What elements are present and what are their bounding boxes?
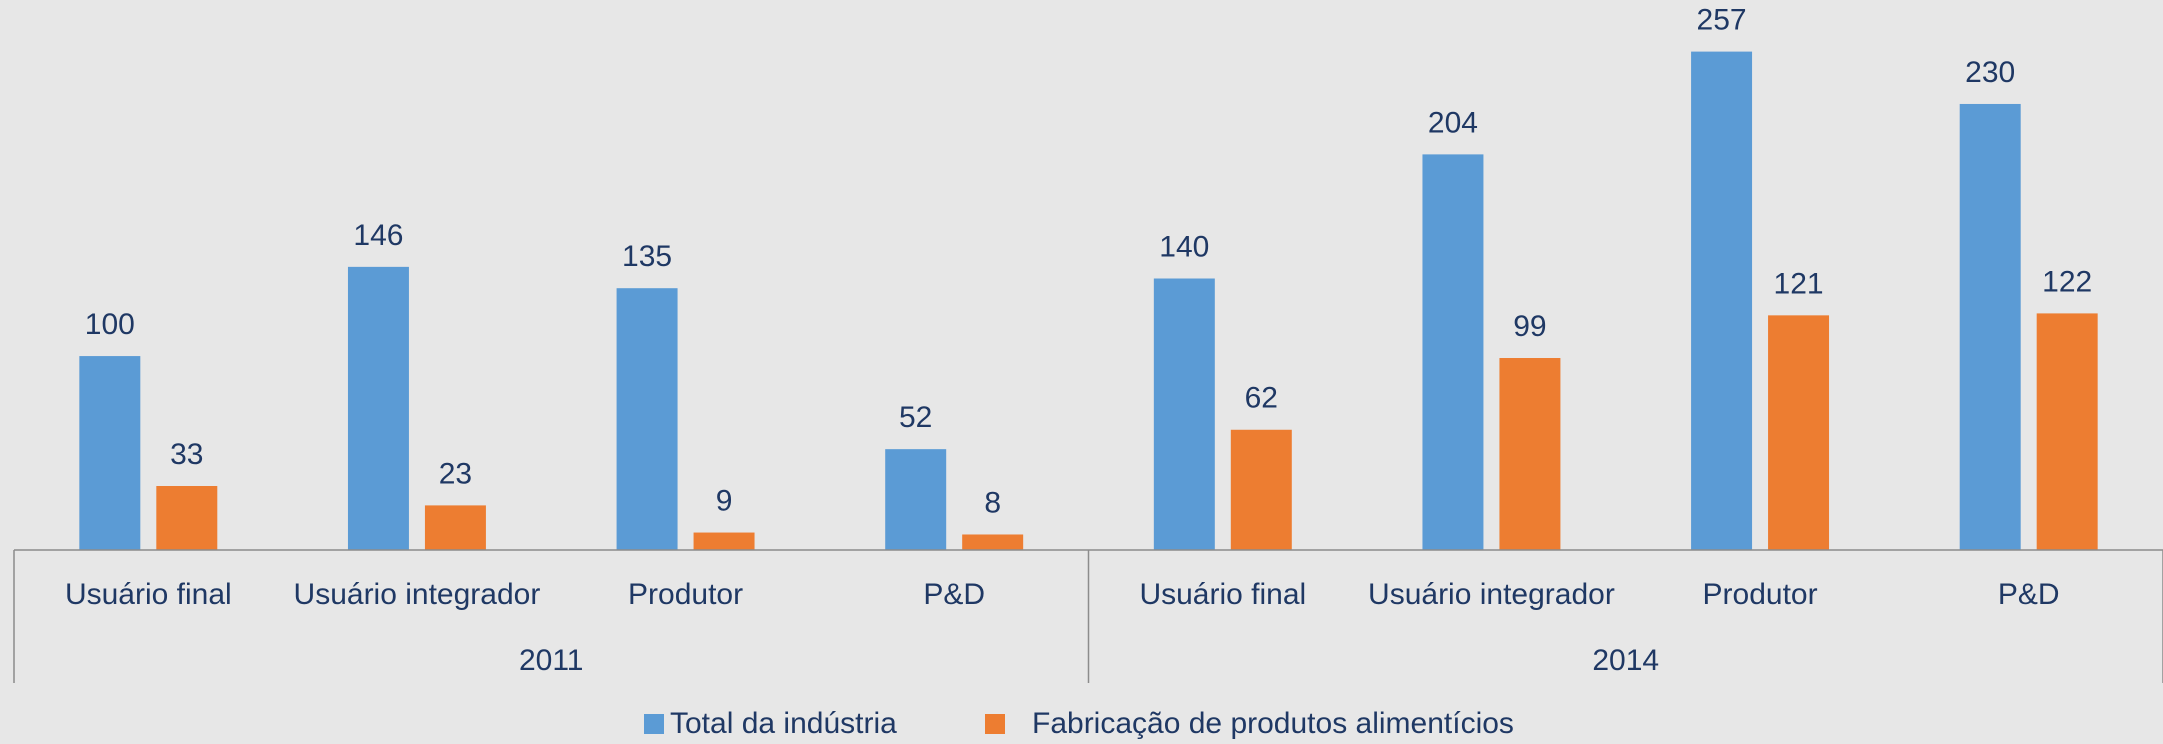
data-label: 100: [85, 308, 135, 341]
bar: [693, 532, 755, 550]
data-label: 204: [1428, 106, 1478, 139]
legend-label: Total da indústria: [670, 707, 897, 740]
x-tick-label: Usuário final: [1139, 578, 1306, 611]
data-label: 230: [1965, 56, 2015, 89]
x-tick-label: Usuário integrador: [294, 578, 541, 611]
bar: [1153, 278, 1215, 550]
legend-swatch: [644, 714, 664, 734]
bar: [2036, 313, 2098, 550]
legend-swatch: [985, 714, 1005, 734]
data-label: 62: [1245, 382, 1278, 415]
bar: [79, 356, 141, 550]
data-label: 121: [1774, 267, 1824, 300]
x-tick-label: P&D: [1998, 578, 2060, 611]
bar: [885, 449, 947, 550]
data-label: 146: [353, 219, 403, 252]
group-label: 2011: [519, 644, 584, 677]
data-label: 8: [984, 486, 1001, 519]
data-label: 52: [899, 401, 932, 434]
x-tick-label: Produtor: [628, 578, 743, 611]
data-label: 257: [1697, 4, 1747, 37]
data-label: 9: [716, 484, 733, 517]
data-label: 140: [1159, 230, 1209, 263]
x-tick-label: Usuário integrador: [1368, 578, 1615, 611]
x-tick-label: Produtor: [1703, 578, 1818, 611]
legend-label: Fabricação de produtos alimentícios: [1032, 707, 1514, 740]
bar: [1422, 154, 1484, 550]
data-label: 33: [170, 438, 203, 471]
bar: [1959, 103, 2021, 550]
data-label: 135: [622, 240, 672, 273]
bar: [156, 486, 218, 550]
bar: [616, 288, 678, 550]
bar: [1230, 429, 1292, 550]
bar: [1499, 358, 1561, 550]
bar: [1691, 51, 1753, 550]
data-label: 23: [439, 457, 472, 490]
group-label: 2014: [1592, 644, 1659, 677]
x-tick-label: P&D: [923, 578, 985, 611]
data-label: 122: [2042, 265, 2092, 298]
x-tick-label: Usuário final: [65, 578, 232, 611]
bar: [347, 266, 409, 550]
bar: [962, 534, 1024, 550]
data-label: 99: [1513, 310, 1546, 343]
bar: [424, 505, 486, 550]
bar: [1768, 315, 1830, 550]
